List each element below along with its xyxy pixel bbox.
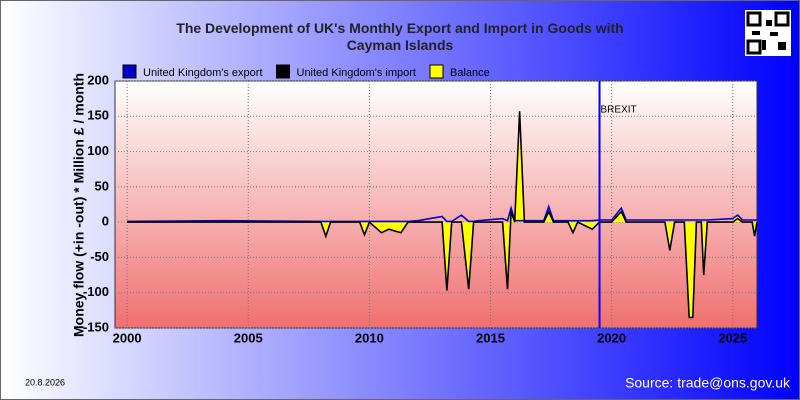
y-tick-label: 200 xyxy=(87,72,109,87)
annotation: BREXIT xyxy=(601,105,637,116)
legend-swatch xyxy=(429,64,444,79)
series-line xyxy=(127,111,758,319)
y-tick-label: 0 xyxy=(102,214,109,229)
qr-code xyxy=(745,10,791,56)
x-tick-label: 2015 xyxy=(476,330,505,345)
legend-swatch xyxy=(276,64,290,79)
legend-label: United Kingdom's import xyxy=(297,67,417,79)
legend-label: Balance xyxy=(450,67,490,79)
y-axis-label: Money flow (+in -out) * Million £ / mont… xyxy=(71,73,87,337)
x-tick-label: 2000 xyxy=(113,330,142,345)
y-tick-label: -50 xyxy=(90,249,109,264)
chart-title: The Development of UK's Monthly Export a… xyxy=(176,20,624,53)
x-tick-label: 2005 xyxy=(234,330,263,345)
legend-label: United Kingdom's export xyxy=(143,67,263,79)
x-tick-label: 2020 xyxy=(597,330,626,345)
legend-swatch xyxy=(122,64,137,79)
y-tick-label: -150 xyxy=(83,319,109,334)
y-tick-label: 150 xyxy=(87,108,109,123)
date: 20.8.2026 xyxy=(25,377,65,387)
y-tick-label: 100 xyxy=(87,143,109,158)
y-tick-label: -100 xyxy=(83,284,109,299)
y-tick-label: 50 xyxy=(95,178,109,193)
plot-area xyxy=(114,80,758,329)
x-tick-label: 2010 xyxy=(355,330,384,345)
x-tick-label: 2025 xyxy=(718,330,747,345)
source: Source: trade@ons.gov.uk xyxy=(625,375,791,391)
